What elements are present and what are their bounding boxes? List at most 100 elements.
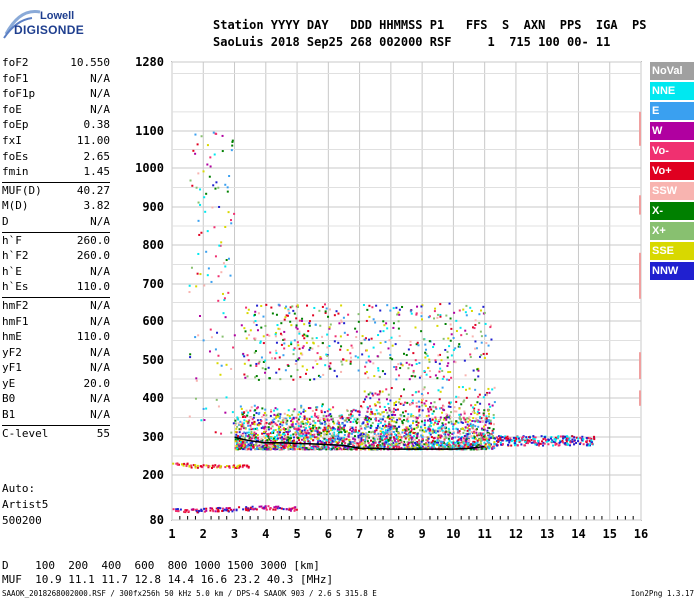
echo-dot <box>458 345 461 348</box>
echo-dot <box>362 433 365 436</box>
echo-dot <box>293 339 296 342</box>
echo-dot <box>589 437 592 440</box>
echo-dot <box>427 392 430 395</box>
echo-dot <box>410 415 413 418</box>
echo-dot <box>251 421 254 424</box>
echo-dot <box>366 410 369 413</box>
echo-dot <box>383 405 386 408</box>
echo-dot <box>324 303 327 306</box>
echo-dot <box>194 508 197 511</box>
echo-dot <box>446 416 449 419</box>
param-row: D N/A <box>2 215 110 231</box>
echo-dot <box>491 429 494 432</box>
echo-dot <box>387 414 390 417</box>
echo-dot <box>361 335 364 338</box>
echo-dot <box>242 427 245 430</box>
echo-dot <box>423 424 426 427</box>
echo-dot <box>485 415 488 418</box>
echo-dot <box>444 323 447 326</box>
echo-dot <box>287 344 290 347</box>
echo-dot <box>240 427 243 430</box>
echo-dot <box>441 411 444 414</box>
echo-dot <box>385 438 388 441</box>
echo-dot <box>253 313 256 316</box>
echo-dot <box>232 466 235 469</box>
echo-dot <box>221 150 224 153</box>
echo-dot <box>197 201 200 204</box>
echo-dot <box>243 419 246 422</box>
echo-dot <box>432 443 435 446</box>
echo-dot <box>302 425 305 428</box>
echo-dot <box>421 304 424 307</box>
echo-dot <box>346 333 349 336</box>
echo-dot <box>455 410 458 413</box>
echo-dot <box>423 370 426 373</box>
echo-dot <box>362 303 365 306</box>
echo-dot <box>462 437 465 440</box>
echo-dot <box>471 442 474 445</box>
echo-dot <box>383 432 386 435</box>
echo-dot <box>257 362 260 365</box>
echo-dot <box>372 346 375 349</box>
echo-dot <box>422 447 425 450</box>
echo-dot <box>336 422 339 425</box>
echo-dot <box>376 446 379 449</box>
echo-dot <box>212 509 215 512</box>
echo-dot <box>420 315 423 318</box>
echo-dot <box>454 441 457 444</box>
echo-dot <box>262 315 265 318</box>
echo-dot <box>325 445 328 448</box>
echo-dot <box>474 388 477 391</box>
echo-dot <box>535 443 538 446</box>
echo-dot <box>442 405 445 408</box>
echo-dot <box>474 420 477 423</box>
echo-dot <box>554 443 557 446</box>
echo-dot <box>280 322 283 325</box>
echo-dot <box>313 433 316 436</box>
param-row: B0 N/A <box>2 392 110 408</box>
echo-dot <box>264 419 267 422</box>
echo-dot <box>259 422 262 425</box>
echo-dot <box>252 508 255 511</box>
echo-dot <box>246 375 249 378</box>
echo-dot <box>329 408 332 411</box>
echo-dot <box>408 441 411 444</box>
echo-dot <box>372 444 375 447</box>
echo-dot <box>199 188 202 191</box>
echo-dot <box>303 415 306 418</box>
echo-dot <box>256 437 259 440</box>
echo-dot <box>494 437 497 440</box>
echo-dot <box>301 334 304 337</box>
echo-dot <box>571 435 574 438</box>
echo-dot <box>446 364 449 367</box>
echo-dot <box>492 416 495 419</box>
echo-dot <box>366 440 369 443</box>
echo-dot <box>327 430 330 433</box>
echo-dot <box>229 274 232 277</box>
echo-dot <box>473 435 476 438</box>
echo-dot <box>396 445 399 448</box>
echo-dot <box>394 408 397 411</box>
echo-dot <box>411 374 414 377</box>
echo-dot <box>427 446 430 449</box>
echo-dot <box>239 405 242 408</box>
echo-dot <box>202 170 205 173</box>
echo-dot <box>275 416 278 419</box>
echo-dot <box>349 413 352 416</box>
echo-dot <box>386 411 389 414</box>
echo-dot <box>325 415 328 418</box>
echo-dot <box>446 356 449 359</box>
echo-dot <box>412 414 415 417</box>
echo-dot <box>526 438 529 441</box>
echo-dot <box>316 437 319 440</box>
echo-dot <box>360 405 363 408</box>
echo-dot <box>491 447 494 450</box>
param-value: N/A <box>90 408 110 422</box>
echo-dot <box>247 308 250 311</box>
echo-dot <box>512 436 515 439</box>
echo-dot <box>554 442 557 445</box>
echo-dot <box>367 393 370 396</box>
echo-dot <box>415 437 418 440</box>
echo-dot <box>225 363 228 366</box>
echo-dot <box>451 437 454 440</box>
